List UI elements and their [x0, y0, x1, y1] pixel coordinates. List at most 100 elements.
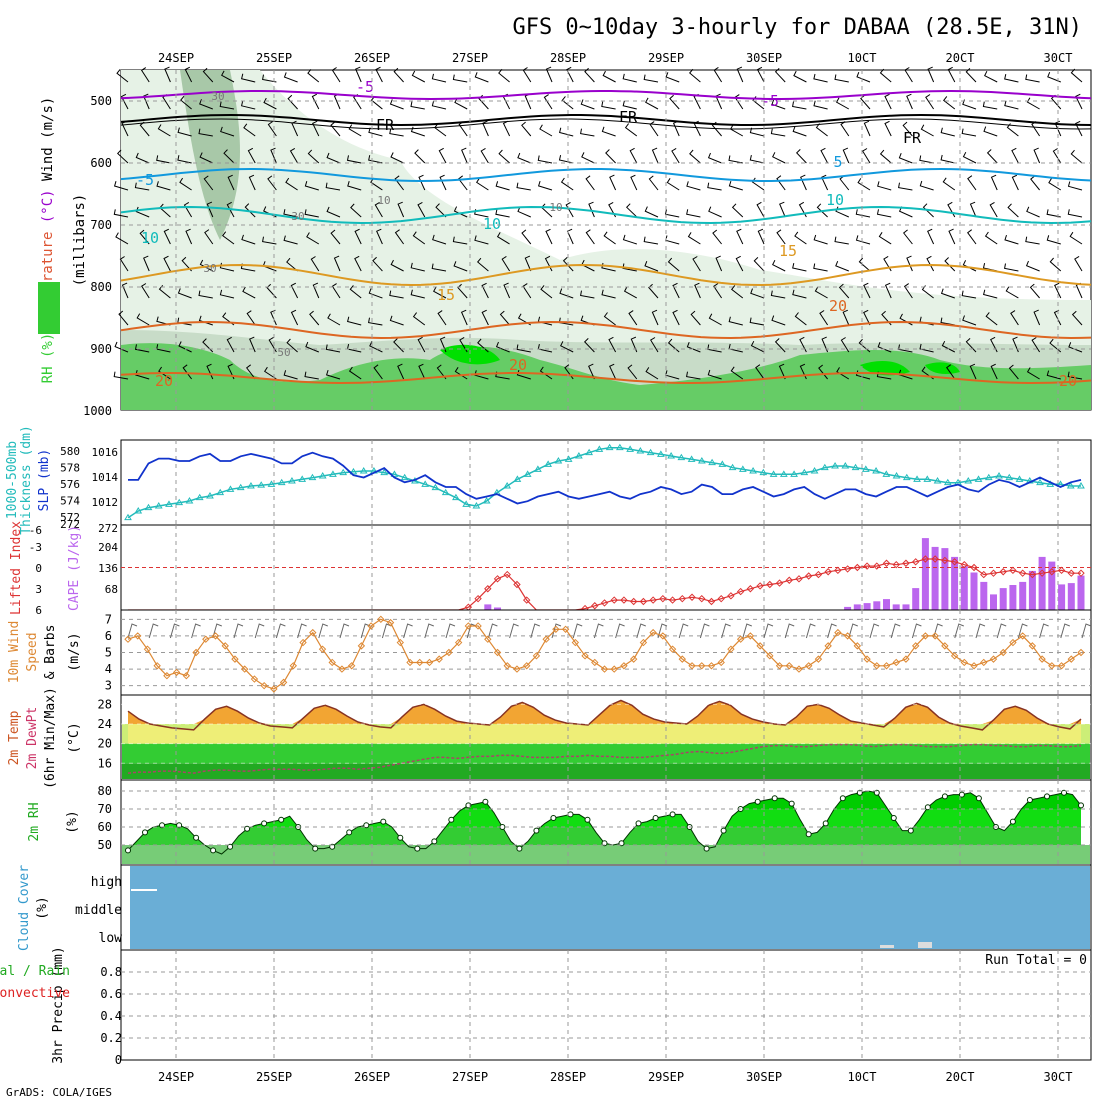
wind-marker — [124, 635, 132, 643]
rh-marker — [601, 840, 608, 847]
wind-barb — [1067, 181, 1083, 191]
x-tick-top: 30SEP — [746, 51, 782, 65]
thickness-marker — [574, 452, 583, 459]
thickness-line — [127, 446, 1081, 519]
wind-barb — [651, 147, 659, 164]
wind-barb — [776, 229, 786, 245]
wind-marker — [163, 672, 171, 680]
wind-barb — [648, 175, 659, 191]
thickness-marker — [820, 463, 829, 471]
wind-barb — [410, 289, 425, 299]
wind-barb — [498, 68, 510, 83]
wind-barb — [539, 366, 553, 380]
wind-marker — [367, 622, 375, 630]
wind-marker — [902, 655, 910, 663]
precip-legend-conv: Convective — [0, 986, 70, 1001]
wind-barb — [127, 623, 138, 639]
x-tick-top: 27SEP — [452, 51, 488, 65]
wind-barb — [585, 175, 595, 191]
wind-barb — [1025, 260, 1040, 272]
thickness-marker — [872, 467, 880, 474]
wind-barb — [580, 99, 595, 110]
wind-barb — [312, 120, 320, 137]
li-tick: 3 — [35, 583, 42, 596]
contour-line — [120, 113, 1092, 127]
thickness-tick: 578 — [60, 462, 80, 475]
wind-marker — [921, 632, 930, 640]
wind-barb — [965, 68, 977, 83]
wind-barb — [417, 201, 426, 218]
wind-barb — [327, 313, 341, 326]
wind-barb — [776, 175, 786, 191]
wind-barb — [476, 177, 489, 191]
wind-barb — [948, 228, 956, 245]
thickness-marker — [1066, 482, 1075, 489]
contour-label: 20 — [1059, 372, 1077, 390]
wind-marker — [1038, 655, 1046, 663]
cape-bar — [912, 588, 920, 610]
wind-barb — [1071, 310, 1083, 326]
li-marker — [746, 585, 755, 593]
thickness-marker — [503, 482, 512, 489]
thickness-marker — [677, 453, 686, 461]
rh-marker — [533, 827, 540, 834]
wind-marker — [192, 648, 200, 657]
wind-marker — [863, 655, 871, 663]
wind-barb — [121, 282, 129, 299]
wind-barb — [1060, 623, 1070, 639]
wind-marker — [396, 638, 404, 647]
wind-barb — [158, 366, 171, 380]
wind-barb — [120, 93, 129, 110]
wind-marker — [328, 658, 336, 667]
wind-barb — [1025, 236, 1040, 245]
rh-marker — [261, 820, 268, 827]
temp-tick: 24 — [98, 717, 112, 731]
wind-barbs-upper — [113, 66, 1083, 380]
cloud-ylabel: (%) — [35, 896, 50, 919]
li-marker — [522, 596, 531, 604]
wind-barb — [325, 344, 341, 353]
wind-barb — [1054, 282, 1062, 299]
contour-label: 10 — [141, 229, 159, 247]
wind-marker — [756, 642, 764, 650]
wind-marker — [746, 632, 755, 640]
wind-barb — [326, 152, 341, 164]
wind-barb — [1067, 209, 1083, 218]
wind-marker — [620, 662, 628, 670]
wind-barb — [962, 315, 977, 326]
wind-barb — [244, 203, 256, 218]
rh-marker — [924, 804, 931, 811]
wind-barb — [926, 255, 935, 272]
thickness-marker — [718, 460, 727, 467]
contour-label: 10 — [549, 201, 562, 214]
wind-barb — [331, 283, 341, 299]
rh-marker — [584, 816, 591, 823]
rh-marker — [635, 820, 642, 827]
wind-barb — [749, 154, 765, 164]
wind-barb — [156, 155, 171, 164]
wind-barb — [842, 309, 850, 326]
rh-ylabel: (%) — [65, 810, 80, 833]
wind-barb — [182, 364, 192, 380]
pressure-tick: 600 — [90, 156, 112, 170]
run-total: Run Total = 0 — [985, 953, 1087, 968]
wind-barb — [439, 174, 447, 191]
wind-barb — [774, 68, 786, 83]
contour-line — [120, 371, 1092, 385]
wind-barb — [969, 363, 977, 380]
wind-barb — [243, 123, 256, 137]
wind-barb — [394, 175, 404, 191]
wind-barb — [975, 623, 986, 639]
contour-label: 50 — [277, 346, 290, 359]
wind-barb — [672, 309, 680, 326]
wind-barb — [770, 128, 786, 137]
thickness-marker — [800, 468, 809, 476]
wind-barb — [699, 623, 710, 639]
wind-barb — [805, 623, 816, 639]
wind-barb — [453, 261, 468, 272]
contour-label: 30 — [203, 262, 216, 275]
wind-barb — [1067, 371, 1083, 380]
wind-barb — [602, 70, 616, 83]
wind-barb — [487, 623, 498, 639]
thickness-marker — [236, 483, 245, 491]
